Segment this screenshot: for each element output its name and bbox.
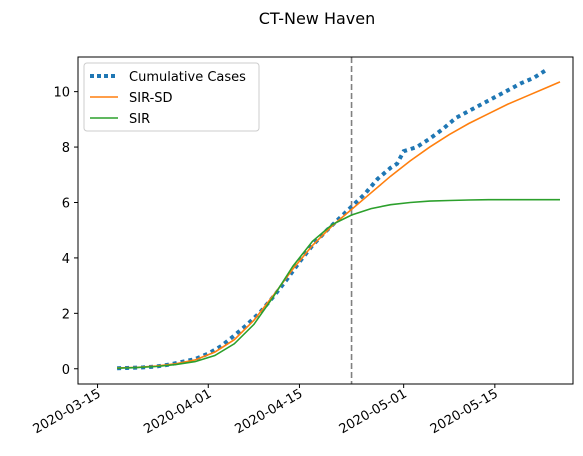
- y-tick-label: 0: [62, 363, 70, 378]
- y-tick-label: 10: [53, 86, 70, 101]
- y-tick-label: 4: [62, 252, 70, 267]
- series-line-sir: [117, 200, 560, 369]
- legend-label: SIR-SD: [129, 91, 173, 106]
- x-tick-label: 2020-05-15: [428, 386, 501, 437]
- y-tick-label: 6: [62, 196, 70, 211]
- x-tick-label: 2020-04-01: [141, 386, 214, 437]
- legend-label: Cumulative Cases: [129, 70, 246, 85]
- legend: Cumulative Cases SIR-SD SIR: [84, 63, 259, 131]
- x-tick-label: 2020-03-15: [31, 386, 104, 437]
- x-tick-label: 2020-05-01: [337, 386, 410, 437]
- y-tick-label: 2: [62, 307, 70, 322]
- legend-label: SIR: [129, 112, 150, 127]
- x-tick-label: 2020-04-15: [233, 386, 306, 437]
- chart-title: CT-New Haven: [259, 9, 376, 28]
- y-tick-label: 8: [62, 141, 70, 156]
